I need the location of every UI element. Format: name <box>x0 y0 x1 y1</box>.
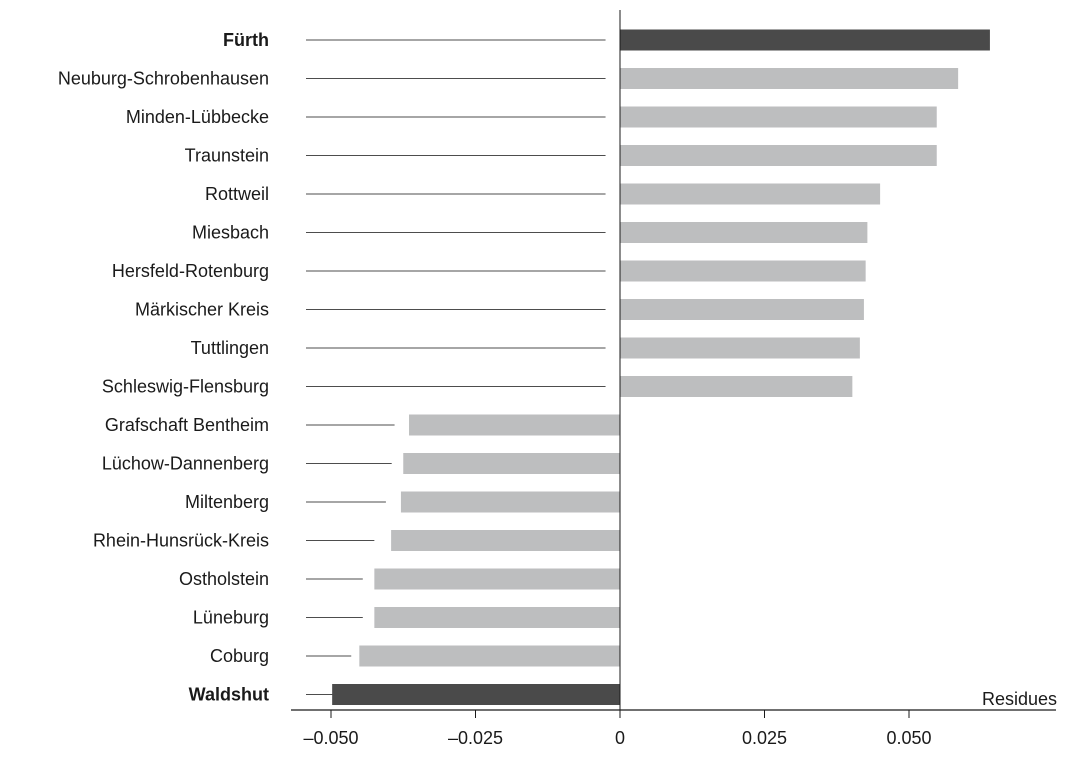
category-label: Traunstein <box>185 146 269 166</box>
bar <box>391 530 620 551</box>
category-label: Minden-Lübbecke <box>126 107 269 127</box>
x-tick-label: –0.025 <box>448 728 503 748</box>
x-tick-label: 0.025 <box>742 728 787 748</box>
category-label: Schleswig-Flensburg <box>102 377 269 397</box>
category-label: Lüchow-Dannenberg <box>102 454 269 474</box>
x-axis-ticks: –0.050 –0.025 0 0.025 0.050 <box>303 710 932 748</box>
category-label: Fürth <box>223 30 269 50</box>
x-tick-label: 0.050 <box>886 728 931 748</box>
x-tick-label: 0 <box>615 728 625 748</box>
category-label: Hersfeld-Rotenburg <box>112 261 269 281</box>
category-label: Tuttlingen <box>191 338 269 358</box>
bar <box>409 414 620 436</box>
bar <box>359 645 620 667</box>
bar <box>374 607 620 628</box>
x-tick-label: –0.050 <box>303 728 358 748</box>
bar <box>620 299 864 320</box>
bar <box>620 260 866 282</box>
category-label: Neuburg-Schrobenhausen <box>58 69 269 89</box>
category-label: Miesbach <box>192 223 269 243</box>
bar <box>620 68 959 89</box>
bar <box>620 337 860 359</box>
bar <box>400 491 620 513</box>
category-label: Rottweil <box>205 184 269 204</box>
guide-lines <box>306 39 606 695</box>
category-label: Coburg <box>210 646 269 666</box>
category-label: Ostholstein <box>179 569 269 589</box>
bar <box>620 183 881 205</box>
category-label: Märkischer Kreis <box>135 300 269 320</box>
category-label: Waldshut <box>189 685 269 705</box>
bar <box>620 376 853 397</box>
bar <box>620 145 937 166</box>
category-label: Lüneburg <box>193 608 269 628</box>
bar <box>403 453 620 474</box>
bar <box>374 568 620 590</box>
bar <box>620 106 937 128</box>
category-labels: Fürth Neuburg-Schrobenhausen Minden-Lübbec… <box>58 30 269 705</box>
bars <box>332 29 990 705</box>
x-axis-title: Residues <box>982 689 1057 709</box>
category-label: Grafschaft Bentheim <box>105 415 269 435</box>
bar <box>620 29 990 51</box>
category-label: Miltenberg <box>185 492 269 512</box>
bar <box>332 684 620 705</box>
bar <box>620 222 868 243</box>
category-label: Rhein-Hunsrück-Kreis <box>93 531 269 551</box>
